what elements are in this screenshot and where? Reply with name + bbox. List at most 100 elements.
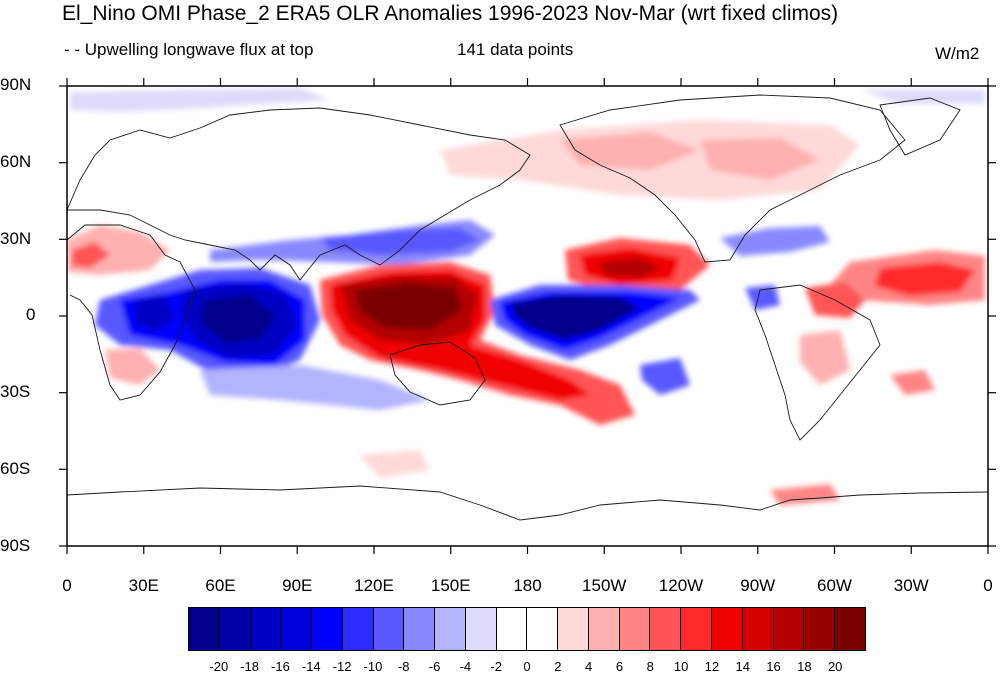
lon-label-120w: 120W xyxy=(658,576,704,595)
coastline-africa xyxy=(67,224,196,401)
anomaly-region xyxy=(510,295,640,340)
colorbar-tick-label: 8 xyxy=(646,659,654,674)
colorbar-tick-label: -12 xyxy=(332,659,352,674)
lon-label-120e: 120E xyxy=(354,576,394,595)
coastline-greenland xyxy=(879,97,961,156)
colorbar-swatch xyxy=(465,608,497,650)
lon-label-180: 180 xyxy=(513,576,542,595)
lon-label-30e: 30E xyxy=(128,576,159,595)
lat-label-60s: 60S xyxy=(0,459,31,478)
colorbar-swatch xyxy=(435,608,466,650)
axis-ticks xyxy=(59,78,996,554)
lon-label-0-end: 0 xyxy=(983,576,993,595)
colorbar-swatch xyxy=(373,608,405,650)
coastline-antarctica xyxy=(67,485,988,521)
colorbar-tick-label: 14 xyxy=(735,659,750,674)
colorbar-swatch xyxy=(588,608,620,650)
lat-label-equator: 0 xyxy=(26,305,36,324)
colorbar-swatch xyxy=(619,608,651,650)
lon-label-0: 0 xyxy=(62,576,72,595)
anomaly-region xyxy=(105,348,160,385)
anomaly-region xyxy=(600,258,660,278)
colorbar-tick-label: -2 xyxy=(490,659,502,674)
chart-title: El_Nino OMI Phase_2 ERA5 OLR Anomalies 1… xyxy=(62,2,839,25)
lon-label-60w: 60W xyxy=(817,576,852,595)
colorbar-tick-label: 6 xyxy=(615,659,624,674)
anomaly-region xyxy=(72,242,110,268)
colorbar-tick-label: -14 xyxy=(301,659,321,674)
colorbar-swatch xyxy=(496,608,528,650)
colorbar-swatch xyxy=(804,608,836,650)
anomaly-region xyxy=(640,358,690,395)
colorbar-swatch xyxy=(650,608,682,650)
lon-label-30w: 30W xyxy=(893,576,929,595)
colorbar-swatch xyxy=(742,608,774,650)
anomaly-region xyxy=(200,365,430,410)
colorbar-swatch xyxy=(281,608,313,650)
anomaly-region xyxy=(720,226,830,256)
lon-label-60e: 60E xyxy=(205,576,236,595)
colorbar-tick-label: -16 xyxy=(271,659,290,674)
anomaly-region xyxy=(800,330,850,385)
colorbar-swatch xyxy=(773,608,805,650)
coastline-australia xyxy=(389,341,486,406)
colorbar-swatch xyxy=(404,608,436,650)
colorbar-swatch xyxy=(712,608,743,650)
lon-label-90e: 90E xyxy=(282,576,313,595)
colorbar-tick-label: 20 xyxy=(827,659,843,674)
lat-label-90s: 90S xyxy=(0,536,31,555)
coastline-eurasia xyxy=(67,107,531,281)
colorbar-tick-label: -4 xyxy=(459,659,472,674)
colorbar xyxy=(188,607,866,651)
variable-description: - - Upwelling longwave flux at top xyxy=(64,40,314,59)
colorbar-swatch xyxy=(527,608,559,650)
anomaly-region xyxy=(875,262,975,296)
lat-label-60n: 60N xyxy=(0,152,32,171)
colorbar-tick-label: -10 xyxy=(363,659,383,674)
anomaly-region xyxy=(700,138,820,180)
anomaly-field xyxy=(67,88,985,505)
coastlines xyxy=(67,94,988,521)
anomaly-region xyxy=(770,484,840,505)
units-label: W/m2 xyxy=(935,44,980,63)
colorbar-swatch xyxy=(219,608,251,650)
colorbar-tick-label: 12 xyxy=(704,659,720,674)
lon-label-150e: 150E xyxy=(430,576,471,595)
anomaly-region xyxy=(860,90,985,104)
colorbar-tick-label: 10 xyxy=(673,659,689,674)
colorbar-tick-label: 2 xyxy=(554,659,562,674)
anomaly-region xyxy=(560,132,700,170)
anomaly-region xyxy=(320,228,480,255)
colorbar-swatch xyxy=(835,608,865,650)
lat-label-30s: 30S xyxy=(0,382,31,401)
colorbar-tick-label: -18 xyxy=(240,659,260,674)
lon-label-150w: 150W xyxy=(582,576,627,595)
coastline-south-america xyxy=(754,284,881,441)
anomaly-region xyxy=(200,295,275,342)
lat-label-30n: 30N xyxy=(0,229,32,248)
colorbar-tick-label: 16 xyxy=(766,659,781,674)
anomaly-region xyxy=(745,285,780,310)
lon-label-90w: 90W xyxy=(740,576,776,595)
colorbar-swatch xyxy=(342,608,374,650)
colorbar-swatch xyxy=(558,608,589,650)
colorbar-tick-label: -6 xyxy=(428,659,441,674)
lat-label-90n: 90N xyxy=(0,75,32,94)
colorbar-tick-label: 4 xyxy=(585,659,593,674)
colorbar-swatch xyxy=(681,608,713,650)
colorbar-swatch xyxy=(250,608,282,650)
coastline-north-america xyxy=(559,94,906,263)
anomaly-region xyxy=(135,295,175,332)
colorbar-swatch xyxy=(189,608,220,650)
colorbar-tick-label: 18 xyxy=(797,659,812,674)
colorbar-tick-label: -20 xyxy=(209,659,229,674)
colorbar-tick-label: 0 xyxy=(523,659,531,674)
anomaly-region xyxy=(70,88,330,112)
data-point-count: 141 data points xyxy=(457,40,574,59)
anomaly-region xyxy=(360,450,430,478)
anomaly-region xyxy=(890,370,935,395)
colorbar-swatch xyxy=(312,608,343,650)
anomaly-region xyxy=(355,283,462,330)
colorbar-tick-label: -8 xyxy=(397,659,410,674)
